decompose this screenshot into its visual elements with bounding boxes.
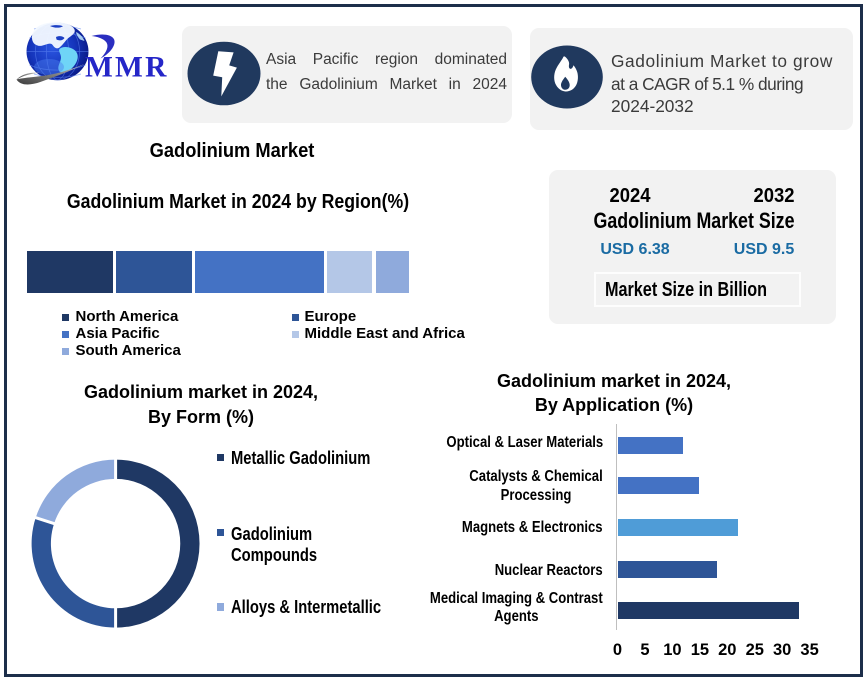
svg-text:MMR: MMR	[85, 52, 169, 84]
